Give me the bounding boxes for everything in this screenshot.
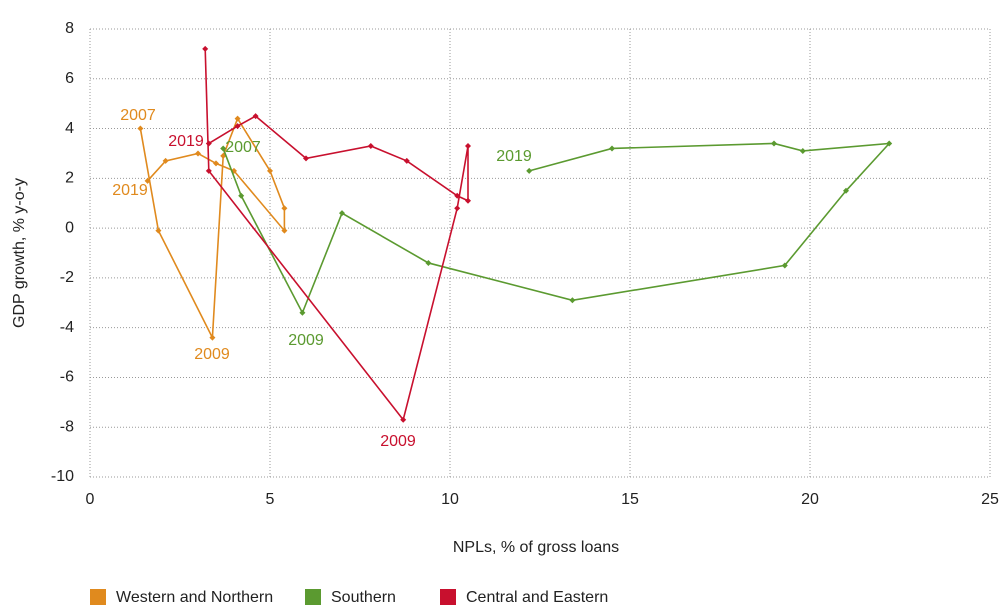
point-marker: [609, 145, 615, 152]
point-marker: [202, 45, 209, 52]
x-tick-label: 0: [86, 491, 95, 508]
point-marker: [205, 140, 212, 147]
y-tick-label: 4: [65, 120, 74, 137]
point-marker: [144, 177, 151, 184]
point-marker: [213, 160, 219, 167]
point-marker: [403, 157, 410, 164]
y-tick-label: 0: [65, 219, 74, 236]
y-tick-label: 6: [65, 70, 74, 87]
annotation: 2019: [168, 133, 204, 150]
point-marker: [886, 140, 893, 147]
point-marker: [781, 262, 788, 269]
legend-label: Western and Northern: [116, 589, 273, 606]
point-marker: [454, 205, 461, 212]
y-tick-label: 8: [65, 20, 74, 37]
x-axis-title: NPLs, % of gross loans: [453, 539, 619, 556]
point-marker: [267, 167, 273, 174]
point-marker: [303, 155, 309, 162]
annotation: 2019: [496, 148, 532, 165]
y-tick-label: -10: [51, 468, 74, 485]
point-marker: [799, 147, 806, 154]
point-marker: [569, 297, 576, 304]
x-tick-label: 25: [981, 491, 999, 508]
y-tick-label: 2: [65, 170, 74, 187]
legend-label: Central and Eastern: [466, 589, 608, 606]
point-marker: [162, 157, 169, 164]
annotation: 2019: [112, 182, 148, 199]
y-tick-label: -2: [60, 269, 74, 286]
point-marker: [209, 334, 216, 341]
point-marker: [281, 205, 288, 212]
annotation: 2007: [225, 139, 261, 156]
annotation: 2007: [120, 107, 156, 124]
point-marker: [400, 416, 407, 423]
x-tick-label: 10: [441, 491, 459, 508]
point-marker: [252, 113, 259, 120]
point-marker: [238, 192, 245, 199]
point-marker: [367, 142, 374, 149]
point-marker: [137, 125, 144, 132]
point-marker: [281, 227, 288, 234]
point-marker: [220, 145, 227, 152]
annotation: 2009: [288, 332, 324, 349]
x-tick-label: 20: [801, 491, 819, 508]
x-tick-label: 15: [621, 491, 639, 508]
point-marker: [425, 259, 432, 266]
point-marker: [771, 140, 777, 147]
point-marker: [299, 309, 306, 316]
point-marker: [465, 197, 471, 204]
legend-label: Southern: [331, 589, 396, 606]
legend-swatch: [90, 589, 106, 605]
annotation: 2009: [194, 346, 230, 363]
point-marker: [526, 167, 533, 174]
point-marker: [205, 167, 212, 174]
x-tick-label: 5: [266, 491, 275, 508]
y-axis-title: GDP growth, % y-o-y: [11, 178, 28, 328]
annotation: 2009: [380, 433, 416, 450]
y-tick-label: -6: [60, 369, 74, 386]
point-marker: [454, 192, 461, 199]
point-marker: [843, 187, 849, 194]
y-tick-label: -4: [60, 319, 74, 336]
point-marker: [155, 227, 162, 234]
point-marker: [465, 142, 471, 149]
point-marker: [195, 150, 201, 157]
point-marker: [234, 123, 241, 130]
legend-swatch: [305, 589, 321, 605]
point-marker: [339, 210, 345, 217]
series-line: [204, 48, 469, 422]
point-marker: [234, 115, 241, 122]
y-tick-label: -8: [60, 418, 74, 435]
legend-swatch: [440, 589, 456, 605]
